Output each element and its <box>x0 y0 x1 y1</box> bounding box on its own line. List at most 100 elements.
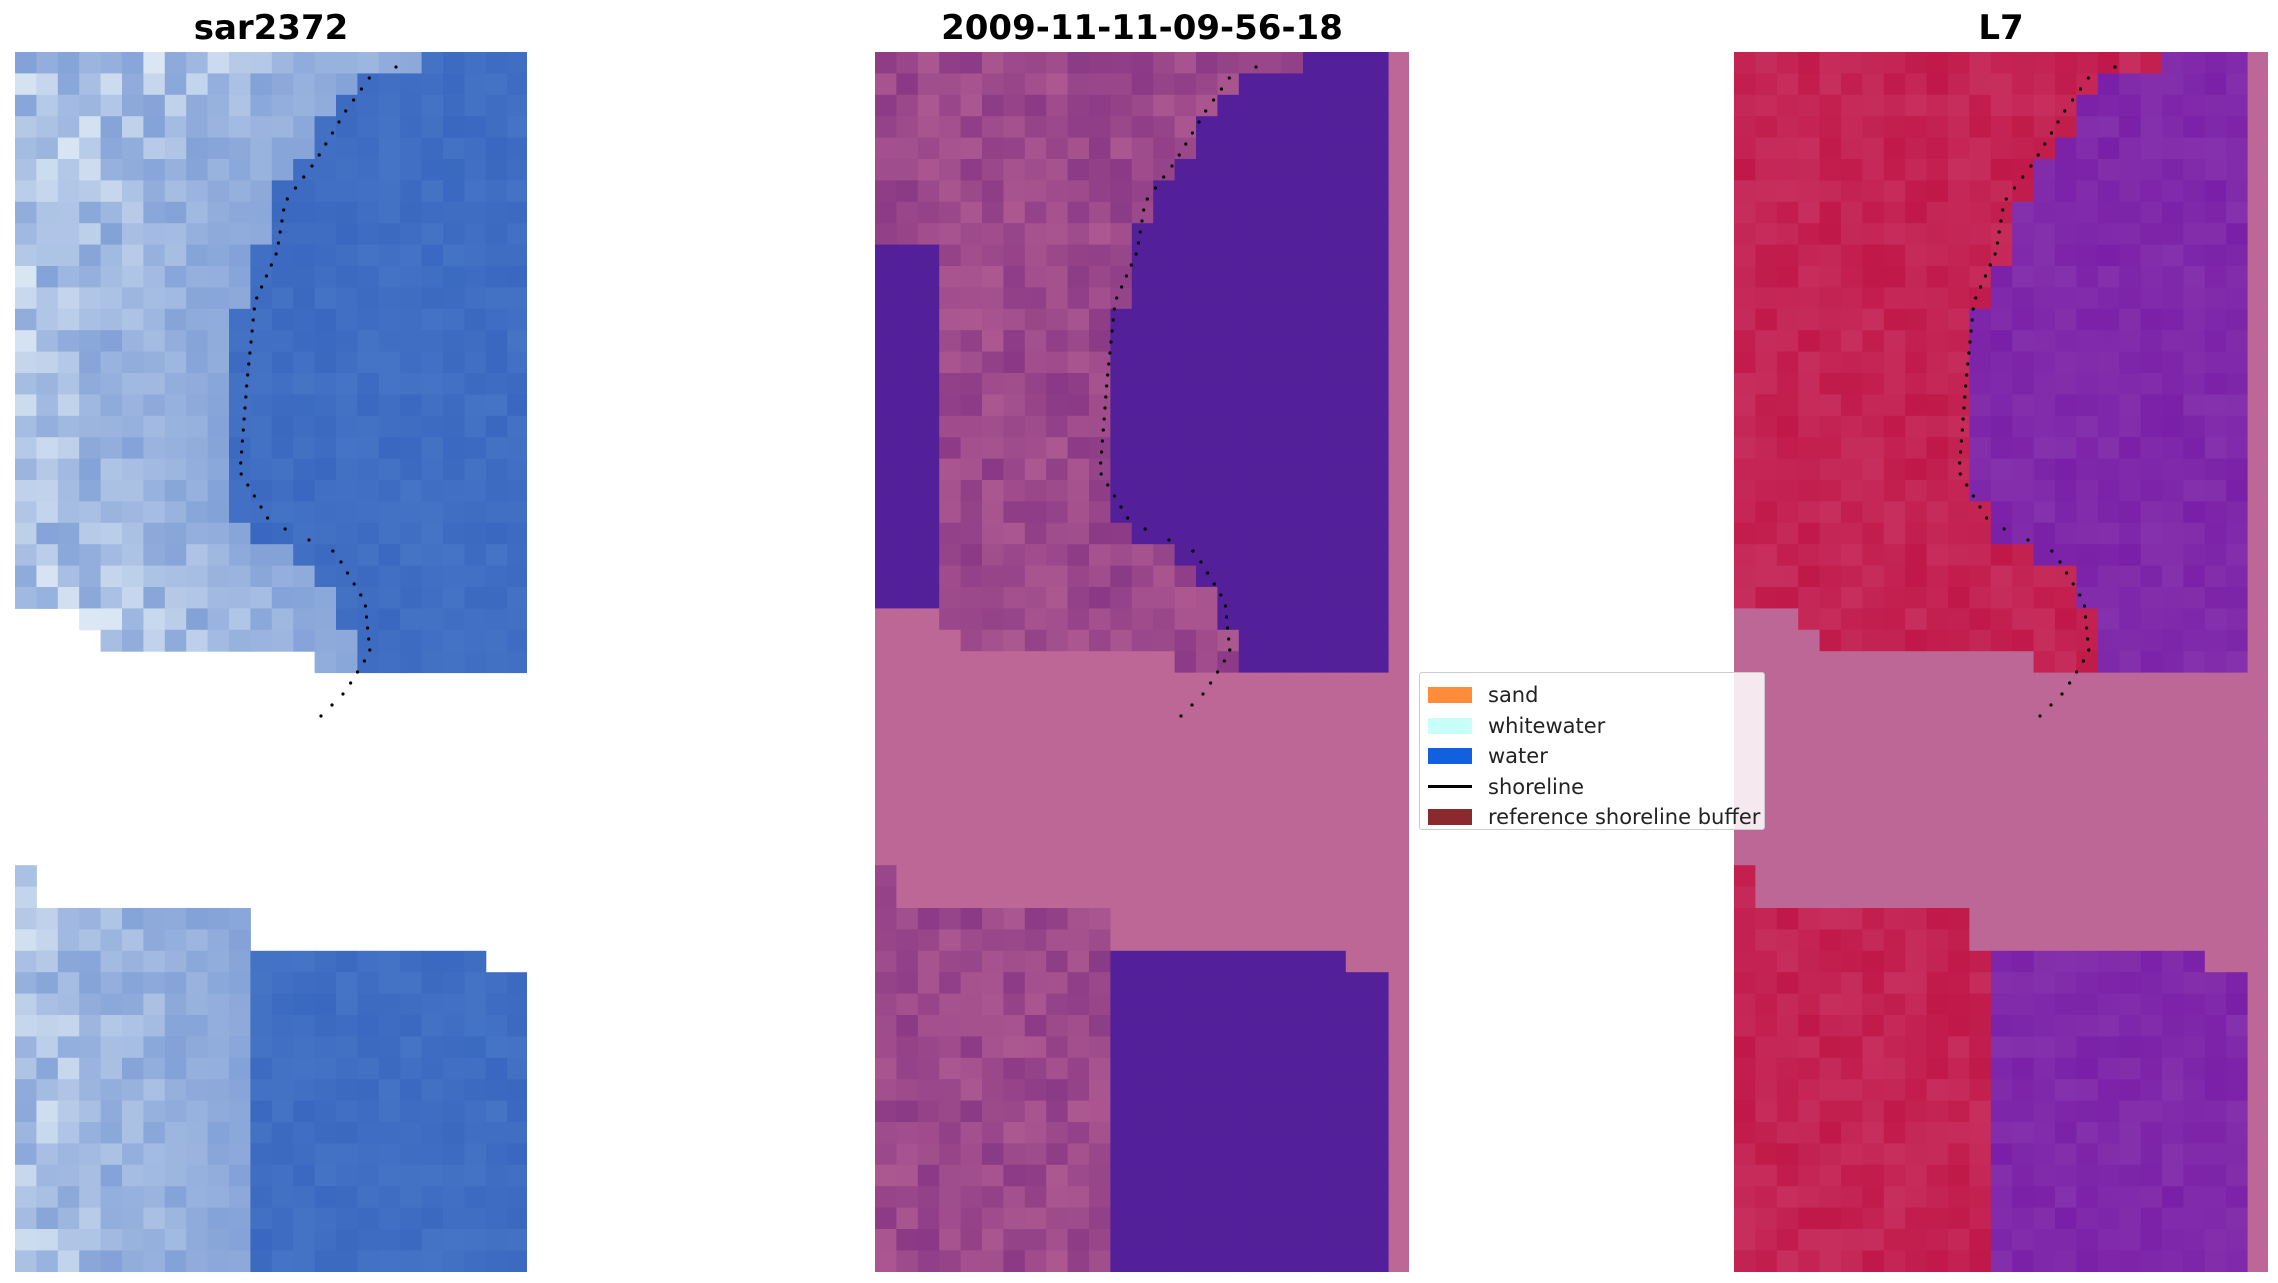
classified-pixel <box>1238 801 1261 823</box>
classified-pixel <box>939 287 962 310</box>
classified-pixel <box>1089 715 1111 738</box>
index-pixel <box>2162 1207 2184 1230</box>
index-pixel <box>2055 308 2077 331</box>
rgb-pixel <box>400 565 423 588</box>
index-pixel <box>1883 1057 1906 1080</box>
index-pixel <box>1755 1079 1778 1102</box>
classified-pixel <box>896 587 919 609</box>
rgb-pixel <box>485 308 508 331</box>
index-pixel <box>2055 116 2077 139</box>
classified-pixel <box>1024 950 1047 973</box>
classified-pixel <box>1089 1036 1111 1059</box>
index-pixel <box>1819 308 1842 331</box>
index-pixel <box>2119 94 2142 117</box>
rgb-pixel <box>271 1207 294 1230</box>
rgb-pixel <box>164 244 187 267</box>
classified-pixel <box>1238 244 1261 267</box>
rgb-pixel <box>186 180 209 203</box>
rgb-pixel <box>421 651 444 674</box>
index-pixel <box>2226 287 2249 310</box>
index-pixel <box>1841 694 1863 716</box>
rgb-pixel <box>207 480 230 502</box>
index-pixel <box>2033 1143 2056 1166</box>
classified-pixel <box>1024 330 1047 353</box>
rgb-pixel <box>186 1122 209 1144</box>
rgb-pixel <box>293 159 316 181</box>
rgb-pixel <box>378 480 401 502</box>
index-pixel <box>2226 715 2249 738</box>
classified-pixel <box>1174 1036 1197 1059</box>
index-pixel <box>2204 394 2227 417</box>
classified-pixel <box>1388 308 1409 331</box>
index-pixel <box>2247 629 2268 652</box>
rgb-pixel <box>186 351 209 374</box>
classified-pixel <box>896 801 919 823</box>
classified-pixel <box>1003 843 1026 866</box>
classified-pixel <box>1089 180 1111 203</box>
index-pixel <box>1776 415 1799 438</box>
classified-pixel <box>875 629 897 652</box>
index-pixel <box>1990 565 2013 588</box>
index-pixel <box>2119 993 2142 1016</box>
index-pixel <box>1969 52 1992 74</box>
shoreline-point <box>2086 76 2090 80</box>
classified-pixel <box>1153 629 1176 652</box>
classified-pixel <box>896 94 919 117</box>
classified-pixel <box>1260 801 1283 823</box>
classified-pixel <box>1388 1143 1409 1166</box>
classified-pixel <box>1131 950 1154 973</box>
shoreline-line-swatch <box>1428 785 1472 789</box>
index-pixel <box>1926 715 1949 738</box>
rgb-pixel <box>36 1250 59 1272</box>
classified-pixel <box>1131 843 1154 866</box>
classified-pixel <box>1174 672 1197 695</box>
rgb-pixel <box>36 522 59 545</box>
rgb-pixel <box>15 373 37 395</box>
index-pixel <box>2247 843 2268 866</box>
classified-pixel <box>1388 758 1409 781</box>
classified-pixel <box>1153 715 1176 738</box>
index-pixel <box>1969 779 1992 802</box>
index-pixel <box>2247 587 2268 609</box>
index-pixel <box>2183 308 2206 331</box>
classified-pixel <box>982 501 1004 524</box>
rgb-pixel <box>164 287 187 310</box>
rgb-pixel <box>229 137 251 160</box>
index-pixel <box>1819 544 1842 567</box>
classified-pixel <box>1067 843 1090 866</box>
index-pixel <box>1969 308 1992 331</box>
rgb-pixel <box>271 1057 294 1080</box>
classified-pixel <box>1089 351 1111 374</box>
index-pixel <box>1905 672 1928 695</box>
index-pixel <box>2204 1164 2227 1187</box>
classified-pixel <box>960 629 983 652</box>
index-pixel <box>1883 629 1906 652</box>
rgb-pixel <box>443 1036 465 1059</box>
index-pixel <box>1948 801 1970 823</box>
rgb-pixel <box>293 587 316 609</box>
classified-pixel <box>1110 73 1133 96</box>
rgb-pixel <box>36 287 59 310</box>
classified-pixel <box>1303 672 1325 695</box>
classified-pixel <box>1303 1057 1325 1080</box>
index-pixel <box>1862 950 1885 973</box>
shoreline-point <box>1101 428 1105 432</box>
rgb-pixel <box>36 993 59 1016</box>
index-pixel <box>2204 480 2227 502</box>
classified-pixel <box>1324 1015 1347 1037</box>
classified-pixel <box>960 1250 983 1272</box>
classified-pixel <box>1174 779 1197 802</box>
classified-pixel <box>1345 501 1368 524</box>
rgb-pixel <box>400 287 423 310</box>
index-pixel <box>2119 330 2142 353</box>
rgb-pixel <box>186 159 209 181</box>
classified-pixel <box>1367 287 1390 310</box>
classified-pixel <box>1388 223 1409 246</box>
rgb-pixel <box>229 244 251 267</box>
index-pixel <box>2204 865 2227 888</box>
classified-pixel <box>939 308 962 331</box>
index-pixel <box>2012 1250 2035 1272</box>
rgb-pixel <box>100 1207 123 1230</box>
rgb-pixel <box>229 159 251 181</box>
classified-pixel <box>1324 929 1347 952</box>
